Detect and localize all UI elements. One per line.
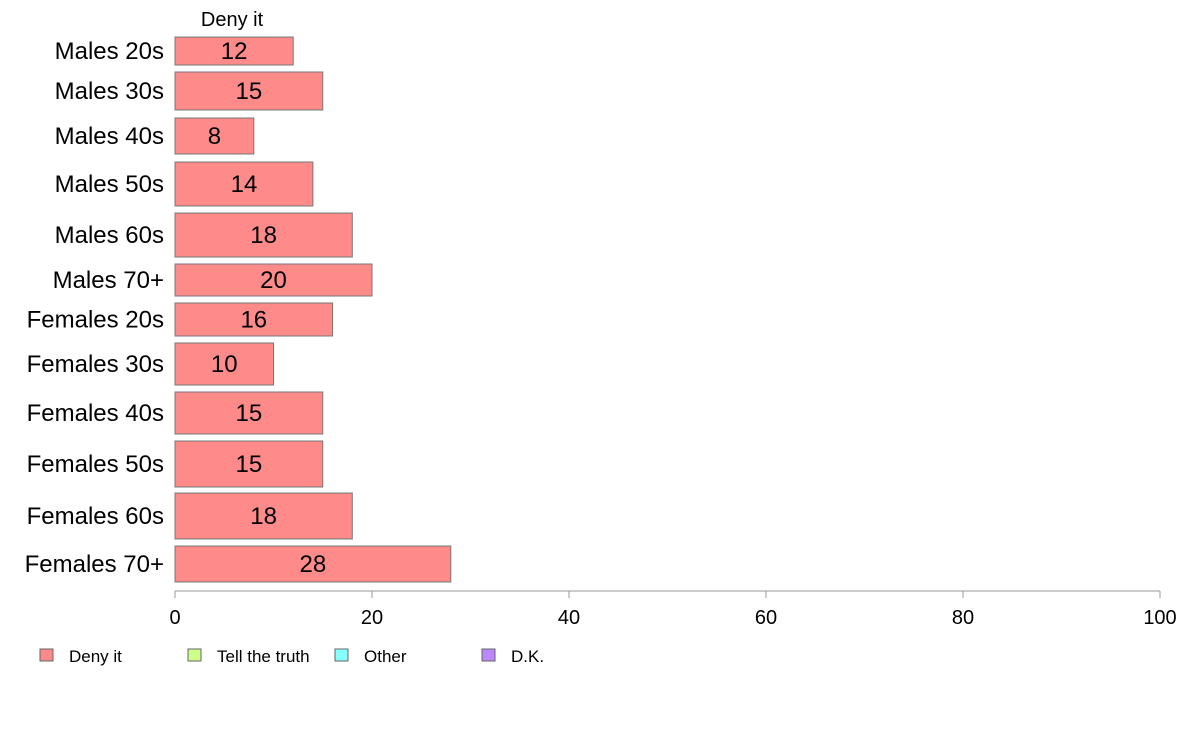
bar xyxy=(174,492,353,540)
legend-swatch xyxy=(187,648,202,662)
bar xyxy=(174,263,373,297)
category-label: Males 60s xyxy=(55,222,164,249)
data-label: 15 xyxy=(236,400,263,427)
category-label: Males 70+ xyxy=(53,267,164,294)
category-label: Males 20s xyxy=(55,38,164,65)
legend-item: Tell the truth xyxy=(187,647,310,666)
data-label: 14 xyxy=(231,171,258,198)
bar xyxy=(174,440,324,488)
data-label: 16 xyxy=(240,307,267,334)
category-label: Females 30s xyxy=(27,351,164,378)
category-label: Females 20s xyxy=(27,307,164,334)
legend-item: Other xyxy=(334,647,407,666)
category-label: Females 50s xyxy=(27,451,164,478)
x-tick-label: 40 xyxy=(558,607,580,629)
data-label: 15 xyxy=(236,451,263,478)
legend-swatch xyxy=(39,648,54,662)
bar xyxy=(174,71,324,111)
bars: Males 20s 12 Males 30s 15 Males 40s 8 Males 50… xyxy=(25,36,452,583)
legend-item: Deny it xyxy=(39,647,122,666)
x-axis: 0 20 40 60 80 100 xyxy=(169,590,1177,629)
data-label: 18 xyxy=(250,222,277,249)
data-label: 18 xyxy=(250,503,277,530)
x-tick-label: 0 xyxy=(169,607,180,629)
bar xyxy=(174,545,452,583)
data-label: 12 xyxy=(221,38,248,65)
category-label: Males 50s xyxy=(55,171,164,198)
series-header: Deny it xyxy=(201,9,264,31)
bar xyxy=(174,161,314,207)
category-label: Males 40s xyxy=(55,123,164,150)
legend: Deny it Tell the truth Other D.K. xyxy=(39,647,544,666)
bar xyxy=(174,212,353,258)
legend-label: D.K. xyxy=(511,647,544,666)
x-tick-label: 60 xyxy=(755,607,777,629)
category-label: Females 70+ xyxy=(25,551,164,578)
data-label: 15 xyxy=(236,78,263,105)
data-label: 28 xyxy=(300,551,327,578)
legend-swatch xyxy=(481,648,496,662)
bar xyxy=(174,391,324,435)
bar xyxy=(174,117,255,155)
data-label: 20 xyxy=(260,267,287,294)
data-label: 10 xyxy=(211,351,238,378)
legend-label: Tell the truth xyxy=(217,647,310,666)
bar xyxy=(174,302,334,337)
legend-item: D.K. xyxy=(481,647,544,666)
legend-label: Deny it xyxy=(69,647,122,666)
x-tick-label: 80 xyxy=(952,607,974,629)
category-label: Males 30s xyxy=(55,78,164,105)
bar xyxy=(174,36,294,66)
legend-label: Other xyxy=(364,647,407,666)
bar xyxy=(174,342,274,386)
category-label: Females 60s xyxy=(27,503,164,530)
x-tick-label: 100 xyxy=(1143,607,1176,629)
category-label: Females 40s xyxy=(27,400,164,427)
x-tick-label: 20 xyxy=(361,607,383,629)
legend-swatch xyxy=(334,648,349,662)
data-label: 8 xyxy=(208,123,221,150)
